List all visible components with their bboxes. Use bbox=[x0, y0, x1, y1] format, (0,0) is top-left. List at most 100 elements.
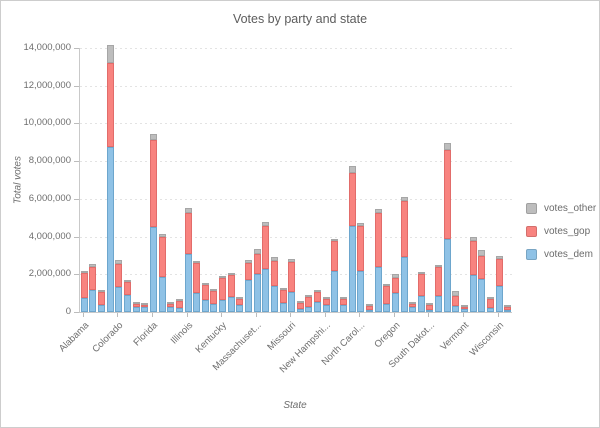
bar-North Carolina[interactable] bbox=[357, 48, 366, 312]
bar-segment-votes_gop[interactable] bbox=[253, 253, 261, 275]
bar-Iowa[interactable] bbox=[201, 48, 210, 312]
bar-segment-votes_other[interactable] bbox=[435, 264, 443, 267]
bar-Delaware[interactable] bbox=[132, 48, 141, 312]
bar-Washington[interactable] bbox=[477, 48, 486, 312]
bar-segment-votes_gop[interactable] bbox=[374, 213, 382, 267]
bar-segment-votes_other[interactable] bbox=[383, 284, 391, 287]
bar-segment-votes_dem[interactable] bbox=[495, 285, 503, 312]
bar-Pennsylvania[interactable] bbox=[400, 48, 409, 312]
bar-segment-votes_other[interactable] bbox=[80, 271, 88, 274]
bar-segment-votes_dem[interactable] bbox=[270, 286, 278, 312]
bar-segment-votes_other[interactable] bbox=[443, 142, 451, 151]
bar-segment-votes_dem[interactable] bbox=[244, 280, 252, 312]
bar-Illinois[interactable] bbox=[184, 48, 193, 312]
bar-segment-votes_dem[interactable] bbox=[184, 253, 192, 312]
bar-segment-votes_gop[interactable] bbox=[80, 273, 88, 299]
bar-segment-votes_gop[interactable] bbox=[210, 291, 218, 304]
bar-segment-votes_gop[interactable] bbox=[106, 62, 114, 147]
bar-segment-votes_dem[interactable] bbox=[132, 307, 140, 312]
bar-segment-votes_gop[interactable] bbox=[486, 299, 494, 309]
bar-segment-votes_dem[interactable] bbox=[296, 308, 304, 312]
bar-segment-votes_other[interactable] bbox=[175, 298, 183, 301]
bar-segment-votes_gop[interactable] bbox=[469, 241, 477, 275]
bar-segment-votes_other[interactable] bbox=[132, 301, 140, 304]
bar-segment-votes_gop[interactable] bbox=[184, 213, 192, 254]
bar-segment-votes_gop[interactable] bbox=[504, 306, 512, 310]
bar-segment-votes_dem[interactable] bbox=[478, 279, 486, 312]
bar-segment-votes_gop[interactable] bbox=[426, 305, 434, 310]
bar-segment-votes_gop[interactable] bbox=[322, 298, 330, 306]
bar-Kentucky[interactable] bbox=[218, 48, 227, 312]
bar-segment-votes_other[interactable] bbox=[98, 290, 106, 293]
bar-segment-votes_dem[interactable] bbox=[193, 292, 201, 312]
bar-segment-votes_other[interactable] bbox=[270, 256, 278, 262]
bar-segment-votes_gop[interactable] bbox=[270, 261, 278, 287]
bar-segment-votes_other[interactable] bbox=[279, 287, 287, 290]
bar-segment-votes_gop[interactable] bbox=[340, 298, 348, 305]
bar-segment-votes_other[interactable] bbox=[314, 290, 322, 293]
bar-New Mexico[interactable] bbox=[339, 48, 348, 312]
bar-Oklahoma[interactable] bbox=[382, 48, 391, 312]
bar-segment-votes_dem[interactable] bbox=[340, 304, 348, 312]
bar-segment-votes_gop[interactable] bbox=[132, 303, 140, 308]
bar-segment-votes_dem[interactable] bbox=[106, 147, 114, 312]
bar-segment-votes_gop[interactable] bbox=[461, 306, 468, 309]
bar-South Dakota[interactable] bbox=[426, 48, 435, 312]
bar-Nebraska[interactable] bbox=[305, 48, 314, 312]
bar-Idaho[interactable] bbox=[175, 48, 184, 312]
bar-segment-votes_other[interactable] bbox=[167, 302, 175, 305]
bar-segment-votes_dem[interactable] bbox=[141, 306, 149, 312]
bar-segment-votes_dem[interactable] bbox=[469, 274, 477, 312]
bar-Wisconsin[interactable] bbox=[495, 48, 504, 312]
bar-Rhode Island[interactable] bbox=[408, 48, 417, 312]
bar-segment-votes_other[interactable] bbox=[244, 259, 252, 263]
bar-segment-votes_other[interactable] bbox=[288, 259, 296, 262]
bar-segment-votes_gop[interactable] bbox=[417, 273, 425, 296]
bar-segment-votes_gop[interactable] bbox=[227, 275, 235, 298]
bar-segment-votes_other[interactable] bbox=[219, 275, 227, 278]
bar-segment-votes_dem[interactable] bbox=[158, 276, 166, 312]
bar-segment-votes_gop[interactable] bbox=[391, 278, 399, 294]
bar-segment-votes_other[interactable] bbox=[357, 222, 365, 227]
bar-segment-votes_other[interactable] bbox=[426, 303, 434, 306]
bar-segment-votes_other[interactable] bbox=[452, 290, 460, 297]
bar-Maryland[interactable] bbox=[244, 48, 253, 312]
bar-segment-votes_other[interactable] bbox=[469, 236, 477, 242]
bar-segment-votes_gop[interactable] bbox=[262, 226, 270, 270]
bar-segment-votes_dem[interactable] bbox=[314, 301, 322, 312]
bar-segment-votes_dem[interactable] bbox=[149, 227, 157, 312]
bar-segment-votes_dem[interactable] bbox=[262, 269, 270, 312]
bar-segment-votes_other[interactable] bbox=[115, 259, 123, 265]
bar-Georgia[interactable] bbox=[158, 48, 167, 312]
bar-segment-votes_dem[interactable] bbox=[115, 286, 123, 312]
bar-segment-votes_gop[interactable] bbox=[219, 277, 227, 301]
bar-Utah[interactable] bbox=[452, 48, 461, 312]
bar-segment-votes_dem[interactable] bbox=[89, 290, 97, 312]
bar-segment-votes_other[interactable] bbox=[106, 44, 114, 63]
bar-segment-votes_other[interactable] bbox=[331, 239, 339, 242]
bar-segment-votes_other[interactable] bbox=[158, 234, 166, 238]
bar-New York[interactable] bbox=[348, 48, 357, 312]
bar-New Hampshire[interactable] bbox=[322, 48, 331, 312]
bar-segment-votes_dem[interactable] bbox=[167, 306, 175, 312]
bar-Arizona[interactable] bbox=[89, 48, 98, 312]
bar-segment-votes_dem[interactable] bbox=[227, 297, 235, 312]
bar-segment-votes_dem[interactable] bbox=[365, 310, 373, 312]
bar-segment-votes_other[interactable] bbox=[417, 271, 425, 274]
bar-segment-votes_dem[interactable] bbox=[452, 306, 460, 312]
bar-Nevada[interactable] bbox=[313, 48, 322, 312]
bar-segment-votes_other[interactable] bbox=[365, 303, 373, 306]
bar-segment-votes_dem[interactable] bbox=[409, 307, 417, 312]
bar-Massachusetts[interactable] bbox=[253, 48, 262, 312]
bar-segment-votes_dem[interactable] bbox=[357, 270, 365, 312]
bar-segment-votes_gop[interactable] bbox=[115, 264, 123, 287]
bar-segment-votes_gop[interactable] bbox=[193, 263, 201, 293]
bar-segment-votes_dem[interactable] bbox=[504, 310, 512, 312]
bar-Alabama[interactable] bbox=[80, 48, 89, 312]
bar-segment-votes_other[interactable] bbox=[210, 289, 218, 292]
bar-segment-votes_dem[interactable] bbox=[461, 308, 468, 312]
bar-segment-votes_dem[interactable] bbox=[443, 238, 451, 312]
bar-Vermont[interactable] bbox=[460, 48, 469, 312]
bar-segment-votes_dem[interactable] bbox=[435, 295, 443, 312]
bar-segment-votes_dem[interactable] bbox=[210, 303, 218, 312]
